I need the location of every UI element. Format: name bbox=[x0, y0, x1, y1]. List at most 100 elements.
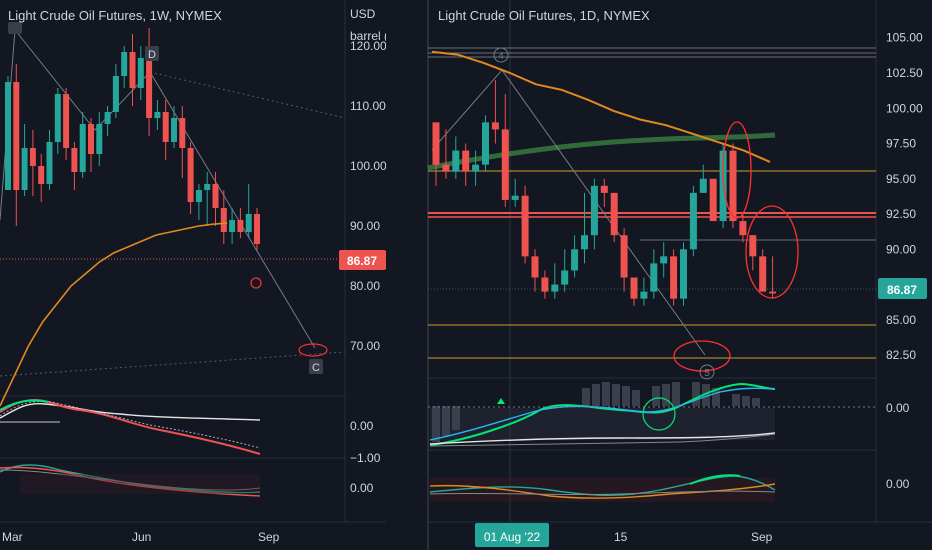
candle bbox=[759, 249, 767, 292]
candle bbox=[670, 249, 678, 306]
left-osc1-neg-label: −1.00 bbox=[350, 451, 381, 465]
candle bbox=[171, 106, 177, 148]
candle bbox=[640, 277, 648, 306]
candle bbox=[541, 270, 549, 299]
right-osc1-zero-label: 0.00 bbox=[886, 401, 910, 415]
price-tick-label: 97.50 bbox=[886, 137, 916, 151]
date-badge-label: 01 Aug '22 bbox=[484, 530, 541, 544]
candle bbox=[610, 192, 618, 243]
left-osc2-zero-label: 0.00 bbox=[350, 481, 374, 495]
candle bbox=[590, 178, 598, 250]
candle bbox=[472, 150, 480, 186]
candle bbox=[29, 130, 36, 196]
left-moving-average bbox=[0, 222, 228, 407]
candle bbox=[660, 242, 668, 278]
candle bbox=[600, 178, 608, 207]
left-last-price: 86.87 bbox=[347, 254, 377, 268]
candle bbox=[154, 100, 161, 130]
candle bbox=[63, 88, 70, 160]
candle bbox=[88, 118, 94, 172]
price-tick-label: 100.00 bbox=[350, 159, 387, 173]
price-tick-label: 70.00 bbox=[350, 339, 380, 353]
candle bbox=[46, 130, 53, 190]
left-osc1-zero-label: 0.00 bbox=[350, 419, 374, 433]
right-oscillator-2 bbox=[429, 474, 776, 502]
candle bbox=[769, 256, 777, 299]
candle bbox=[237, 208, 244, 238]
left-currency-label: USD bbox=[350, 7, 376, 21]
candle bbox=[650, 249, 658, 299]
right-last-price: 86.87 bbox=[887, 283, 917, 297]
candle bbox=[571, 235, 579, 278]
right-daily-chart[interactable]: 4 5 bbox=[427, 0, 927, 547]
candle bbox=[491, 80, 499, 144]
candle bbox=[137, 46, 144, 100]
candle bbox=[204, 172, 211, 226]
candle bbox=[442, 129, 450, 179]
candle bbox=[432, 122, 440, 186]
pattern-label-c-box bbox=[309, 359, 323, 374]
annotation-green-circle bbox=[642, 397, 676, 431]
wave-5-marker bbox=[699, 364, 715, 380]
left-time-label-mar: Mar bbox=[2, 530, 23, 544]
price-tick-label: 95.00 bbox=[886, 172, 916, 186]
pattern-label-d: D bbox=[148, 49, 156, 61]
left-chart-title: Light Crude Oil Futures, 1W, NYMEX bbox=[8, 8, 222, 23]
candle bbox=[212, 172, 219, 226]
candle bbox=[245, 184, 252, 238]
left-candles bbox=[5, 28, 260, 250]
up-triangle-icon bbox=[497, 398, 505, 404]
candle bbox=[104, 106, 111, 136]
candle bbox=[187, 142, 194, 214]
candle bbox=[680, 242, 687, 306]
pattern-label-d-box bbox=[145, 46, 159, 61]
candle bbox=[112, 64, 119, 118]
right-osc2-zero-label: 0.00 bbox=[886, 477, 910, 491]
candle bbox=[749, 235, 757, 271]
candle bbox=[689, 185, 697, 257]
right-oscillator-1 bbox=[428, 382, 876, 447]
price-tick-label: 102.50 bbox=[886, 66, 923, 80]
target-ellipse-c bbox=[298, 343, 328, 357]
candle bbox=[452, 136, 460, 179]
right-green-band bbox=[427, 132, 776, 171]
candle bbox=[699, 164, 707, 193]
date-badge bbox=[475, 523, 549, 547]
candle bbox=[581, 192, 588, 264]
left-time-label-sep: Sep bbox=[258, 530, 280, 544]
candle bbox=[220, 190, 227, 244]
annotation-ellipse-target bbox=[673, 340, 731, 372]
price-tick-label: 90.00 bbox=[350, 219, 380, 233]
price-tick-label: 90.00 bbox=[886, 242, 916, 256]
candle bbox=[254, 208, 260, 250]
target-circle-small bbox=[250, 277, 262, 289]
price-tick-label: 105.00 bbox=[886, 31, 923, 45]
annotation-ellipse-top bbox=[722, 121, 752, 219]
left-time-label-jun: Jun bbox=[132, 530, 151, 544]
candle bbox=[5, 76, 11, 190]
price-tick-label: 85.00 bbox=[886, 313, 916, 327]
candle bbox=[195, 184, 202, 220]
left-last-price-badge bbox=[339, 250, 386, 270]
candle bbox=[229, 208, 236, 244]
candle bbox=[162, 100, 169, 160]
left-price-axis[interactable]: 120.00 110.00 100.00 90.00 80.00 70.00 bbox=[350, 39, 387, 353]
candle bbox=[121, 46, 128, 88]
candle bbox=[79, 112, 86, 178]
candle bbox=[531, 249, 539, 292]
price-tick-label: 120.00 bbox=[350, 39, 387, 53]
candle bbox=[561, 249, 569, 292]
candle bbox=[21, 124, 28, 196]
candle bbox=[630, 277, 638, 306]
price-tick-label: 80.00 bbox=[350, 279, 380, 293]
right-time-label-15: 15 bbox=[614, 530, 628, 544]
price-tick-label: 92.50 bbox=[886, 207, 916, 221]
candle bbox=[71, 142, 78, 190]
candle bbox=[54, 88, 61, 154]
left-oscillator-2 bbox=[0, 464, 261, 497]
right-last-price-badge bbox=[878, 278, 927, 299]
trend-line-upper bbox=[149, 71, 346, 119]
price-tick-label: 110.00 bbox=[350, 99, 386, 113]
